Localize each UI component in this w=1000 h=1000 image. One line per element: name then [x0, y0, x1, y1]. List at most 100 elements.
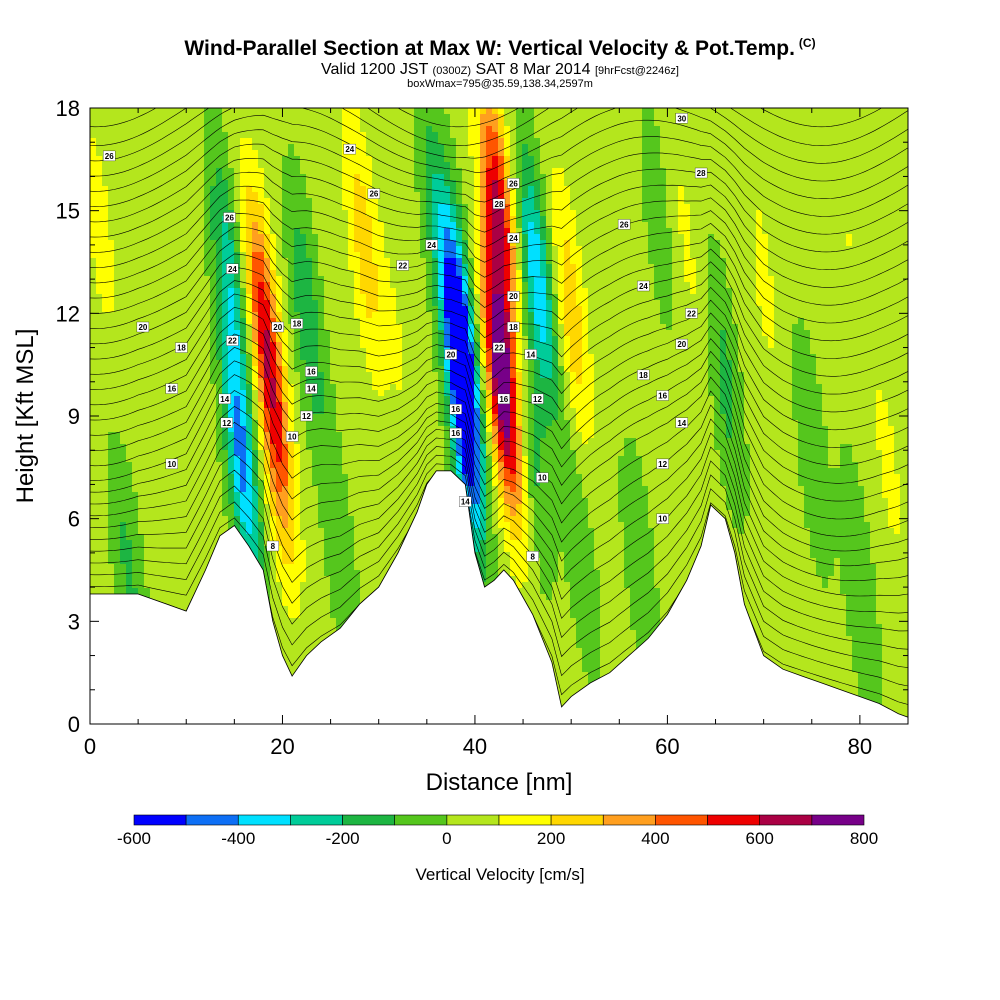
velocity-cell [198, 510, 205, 517]
velocity-cell [300, 228, 307, 235]
velocity-cell [348, 246, 355, 253]
velocity-cell [144, 582, 151, 589]
velocity-cell [192, 552, 199, 559]
velocity-cell [108, 540, 115, 547]
velocity-cell [186, 240, 193, 247]
velocity-cell [300, 576, 307, 583]
velocity-cell [282, 168, 289, 175]
velocity-cell [180, 396, 187, 403]
velocity-cell [114, 456, 121, 463]
velocity-cell [90, 378, 97, 385]
velocity-cell [294, 354, 301, 361]
velocity-cell [90, 540, 97, 547]
velocity-cell [270, 168, 277, 175]
velocity-cell [378, 246, 385, 253]
velocity-cell [234, 324, 241, 331]
velocity-cell [282, 264, 289, 271]
velocity-cell [342, 126, 349, 133]
velocity-cell [120, 114, 127, 121]
velocity-cell [270, 132, 277, 139]
velocity-cell [234, 252, 241, 259]
velocity-cell [120, 270, 127, 277]
velocity-cell [156, 330, 163, 337]
velocity-cell [312, 198, 319, 205]
velocity-cell [360, 168, 367, 175]
velocity-cell [90, 474, 97, 481]
velocity-cell [276, 408, 283, 415]
velocity-cell [324, 270, 331, 277]
velocity-cell [300, 426, 307, 433]
velocity-cell [180, 420, 187, 427]
velocity-cell [276, 144, 283, 151]
velocity-cell [186, 114, 193, 121]
velocity-cell [210, 498, 217, 505]
velocity-cell [168, 126, 175, 133]
velocity-cell [114, 378, 121, 385]
velocity-cell [360, 252, 367, 259]
velocity-cell [312, 180, 319, 187]
velocity-cell [126, 474, 133, 481]
velocity-cell [276, 624, 283, 631]
velocity-cell [300, 234, 307, 241]
velocity-cell [306, 444, 313, 451]
velocity-cell [366, 528, 373, 535]
velocity-cell [138, 492, 145, 499]
velocity-cell [102, 492, 109, 499]
velocity-cell [348, 252, 355, 259]
velocity-cell [186, 564, 193, 571]
velocity-cell [336, 282, 343, 289]
velocity-cell [252, 318, 259, 325]
velocity-cell [366, 312, 373, 319]
velocity-cell [114, 132, 121, 139]
velocity-cell [270, 252, 277, 259]
velocity-cell [144, 144, 151, 151]
velocity-cell [330, 240, 337, 247]
velocity-cell [222, 330, 229, 337]
velocity-cell [132, 186, 139, 193]
velocity-cell [354, 600, 361, 607]
velocity-cell [276, 396, 283, 403]
velocity-cell [126, 210, 133, 217]
velocity-cell [222, 498, 229, 505]
velocity-cell [138, 558, 145, 565]
velocity-cell [180, 534, 187, 541]
velocity-cell [90, 138, 97, 145]
velocity-cell [90, 162, 97, 169]
velocity-cell [126, 120, 133, 127]
velocity-cell [318, 204, 325, 211]
velocity-cell [294, 396, 301, 403]
velocity-cell [210, 378, 217, 385]
velocity-cell [294, 108, 301, 115]
velocity-cell [192, 288, 199, 295]
velocity-cell [138, 348, 145, 355]
velocity-cell [108, 480, 115, 487]
velocity-cell [198, 162, 205, 169]
velocity-cell [372, 318, 379, 325]
velocity-cell [198, 228, 205, 235]
velocity-cell [348, 348, 355, 355]
velocity-cell [342, 216, 349, 223]
velocity-cell [252, 444, 259, 451]
velocity-cell [102, 450, 109, 457]
velocity-cell [240, 336, 247, 343]
velocity-cell [96, 558, 103, 565]
velocity-cell [222, 438, 229, 445]
velocity-cell [228, 462, 235, 469]
velocity-cell [360, 300, 367, 307]
velocity-cell [198, 360, 205, 367]
velocity-cell [216, 492, 223, 499]
velocity-cell [336, 624, 343, 631]
velocity-cell [96, 366, 103, 373]
velocity-cell [138, 156, 145, 163]
velocity-cell [180, 474, 187, 481]
velocity-cell [348, 588, 355, 595]
velocity-cell [252, 150, 259, 157]
velocity-cell [366, 306, 373, 313]
velocity-cell [204, 186, 211, 193]
velocity-cell [180, 114, 187, 121]
velocity-cell [264, 288, 271, 295]
velocity-cell [120, 570, 127, 577]
velocity-cell [150, 234, 157, 241]
velocity-cell [120, 282, 127, 289]
velocity-cell [300, 612, 307, 619]
